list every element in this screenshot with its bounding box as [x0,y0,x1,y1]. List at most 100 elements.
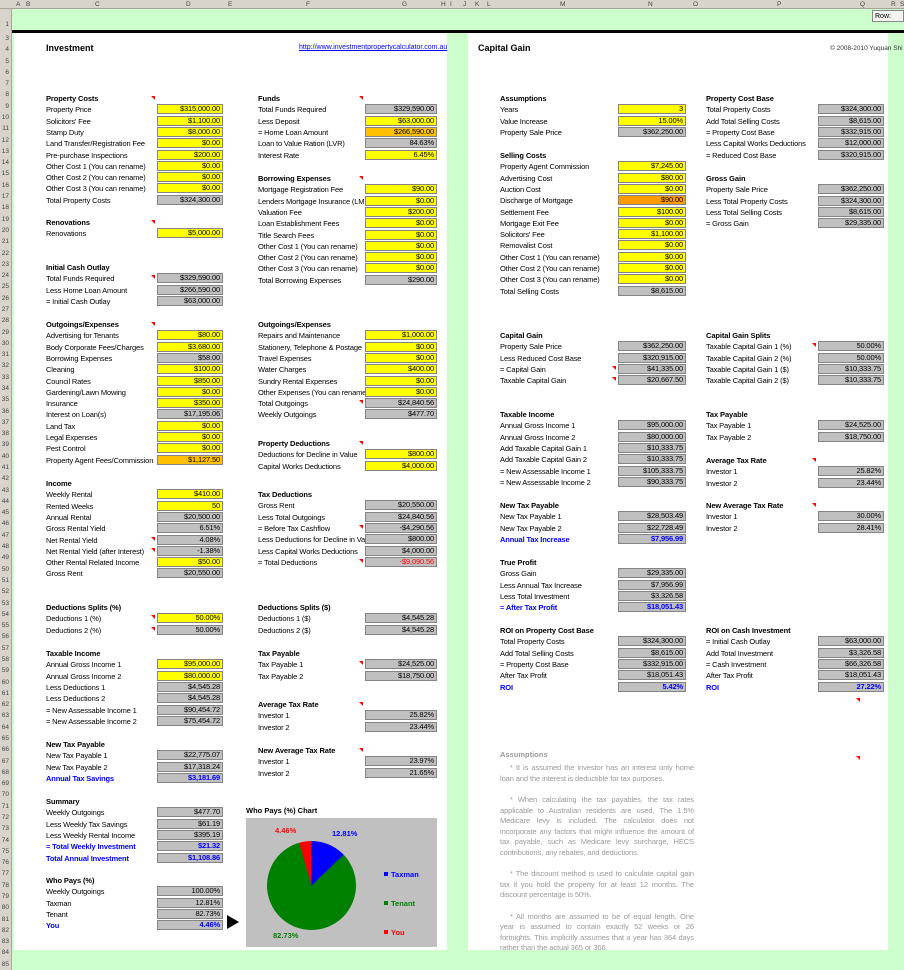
row-header-48[interactable]: 48 [1,543,9,551]
row-header-46[interactable]: 46 [1,520,9,528]
input-cell[interactable]: $0.00 [157,138,223,149]
column-header-P[interactable]: P [777,1,782,8]
input-cell[interactable]: $0.00 [157,432,223,442]
column-header-G[interactable]: G [402,1,408,8]
row-header-51[interactable]: 51 [1,576,9,584]
row-header-27[interactable]: 27 [1,305,9,313]
row-header-39[interactable]: 39 [1,441,9,449]
row-header-82[interactable]: 82 [1,926,9,934]
row-header-85[interactable]: 85 [1,960,9,968]
row-header-20[interactable]: 20 [1,226,9,234]
input-cell[interactable]: $800.00 [365,449,437,460]
column-header-N[interactable]: N [648,1,653,8]
input-cell[interactable]: $200.00 [365,206,437,217]
input-cell[interactable]: $80.00 [157,330,223,341]
row-header-75[interactable]: 75 [1,847,9,855]
row-header-54[interactable]: 54 [1,610,9,618]
row-header-29[interactable]: 29 [1,328,9,336]
input-cell[interactable]: $5,000.00 [157,228,223,239]
row-header-57[interactable]: 57 [1,644,9,652]
row-header-22[interactable]: 22 [1,249,9,257]
input-cell[interactable]: $315,000.00 [157,104,223,115]
input-cell[interactable]: $350.00 [157,398,223,409]
row-header-3[interactable]: 3 [5,35,9,42]
column-header-Q[interactable]: Q [860,1,866,8]
input-cell[interactable]: $0.00 [157,443,223,454]
row-header-69[interactable]: 69 [1,780,9,788]
row-header-31[interactable]: 31 [1,351,9,359]
input-cell[interactable]: $0.00 [618,263,686,273]
column-header-R[interactable]: R [891,1,896,8]
row-header-1[interactable]: 1 [5,21,9,28]
input-cell[interactable]: $90.00 [618,195,686,206]
row-header-58[interactable]: 58 [1,655,9,663]
column-header-F[interactable]: F [306,1,310,8]
row-header-47[interactable]: 47 [1,531,9,539]
column-header-I[interactable]: I [450,1,452,8]
row-header-6[interactable]: 6 [5,68,9,76]
input-cell[interactable]: $0.00 [618,183,686,194]
input-cell[interactable]: $4,000.00 [365,460,437,471]
row-header-42[interactable]: 42 [1,475,9,483]
row-header-79[interactable]: 79 [1,893,9,901]
website-link[interactable]: http://www.investmentpropertycalculator.… [299,44,448,51]
row-header-26[interactable]: 26 [1,294,9,302]
row-header-43[interactable]: 43 [1,486,9,494]
row-header-65[interactable]: 65 [1,734,9,742]
row-header-33[interactable]: 33 [1,373,9,381]
column-header-D[interactable]: D [186,1,191,8]
row-header-63[interactable]: 63 [1,712,9,720]
row-header-11[interactable]: 11 [2,125,9,133]
row-header-10[interactable]: 10 [1,114,9,122]
row-header-68[interactable]: 68 [1,768,9,776]
row-header-14[interactable]: 14 [1,159,9,167]
row-header-81[interactable]: 81 [1,915,9,923]
row-header-66[interactable]: 66 [1,746,9,754]
row-header-15[interactable]: 15 [1,170,9,178]
input-cell[interactable]: $0.00 [618,240,686,251]
row-header-67[interactable]: 67 [1,757,9,765]
row-header-72[interactable]: 72 [1,814,9,821]
column-header-M[interactable]: M [560,1,566,8]
row-header-7[interactable]: 7 [5,80,9,88]
column-header-C[interactable]: C [95,1,100,8]
row-header-37[interactable]: 37 [1,418,9,426]
input-cell[interactable]: $0.00 [157,386,223,397]
row-header-25[interactable]: 25 [1,283,9,291]
row-header-9[interactable]: 9 [5,102,9,110]
row-header-19[interactable]: 19 [1,215,9,223]
input-cell[interactable]: $200.00 [157,149,223,160]
input-cell[interactable]: $850.00 [157,375,223,386]
row-header-28[interactable]: 28 [1,317,9,325]
row-header-56[interactable]: 56 [1,633,9,641]
row-header-59[interactable]: 59 [1,667,9,675]
row-header-70[interactable]: 70 [1,791,9,799]
row-header-13[interactable]: 13 [1,147,9,155]
input-cell[interactable]: $0.00 [618,251,686,262]
input-cell[interactable]: $0.00 [365,195,437,206]
row-header-74[interactable]: 74 [1,836,9,844]
row-header-23[interactable]: 23 [1,260,9,268]
input-cell[interactable]: $0.00 [365,218,437,229]
row-header-61[interactable]: 61 [1,689,9,697]
row-header-44[interactable]: 44 [1,497,9,505]
input-cell[interactable]: $0.00 [618,217,686,228]
input-cell[interactable]: $0.00 [365,386,437,397]
input-cell[interactable]: $0.00 [157,172,223,183]
input-cell[interactable]: $0.00 [365,375,437,386]
row-header-36[interactable]: 36 [1,407,9,415]
row-header-40[interactable]: 40 [1,452,9,460]
row-header-41[interactable]: 41 [1,464,9,472]
column-header-B[interactable]: B [26,1,31,8]
input-cell[interactable]: $80.00 [618,172,686,183]
input-cell[interactable]: $1,000.00 [365,330,437,341]
row-header-16[interactable]: 16 [1,181,9,189]
input-cell[interactable]: $100.00 [618,206,686,217]
row-header-62[interactable]: 62 [1,701,9,709]
input-cell[interactable]: $1,100.00 [618,229,686,240]
row-header-34[interactable]: 34 [1,384,9,392]
input-cell[interactable]: $400.00 [365,364,437,375]
input-cell[interactable]: $0.00 [365,263,437,274]
column-header-S[interactable]: S [900,1,904,8]
